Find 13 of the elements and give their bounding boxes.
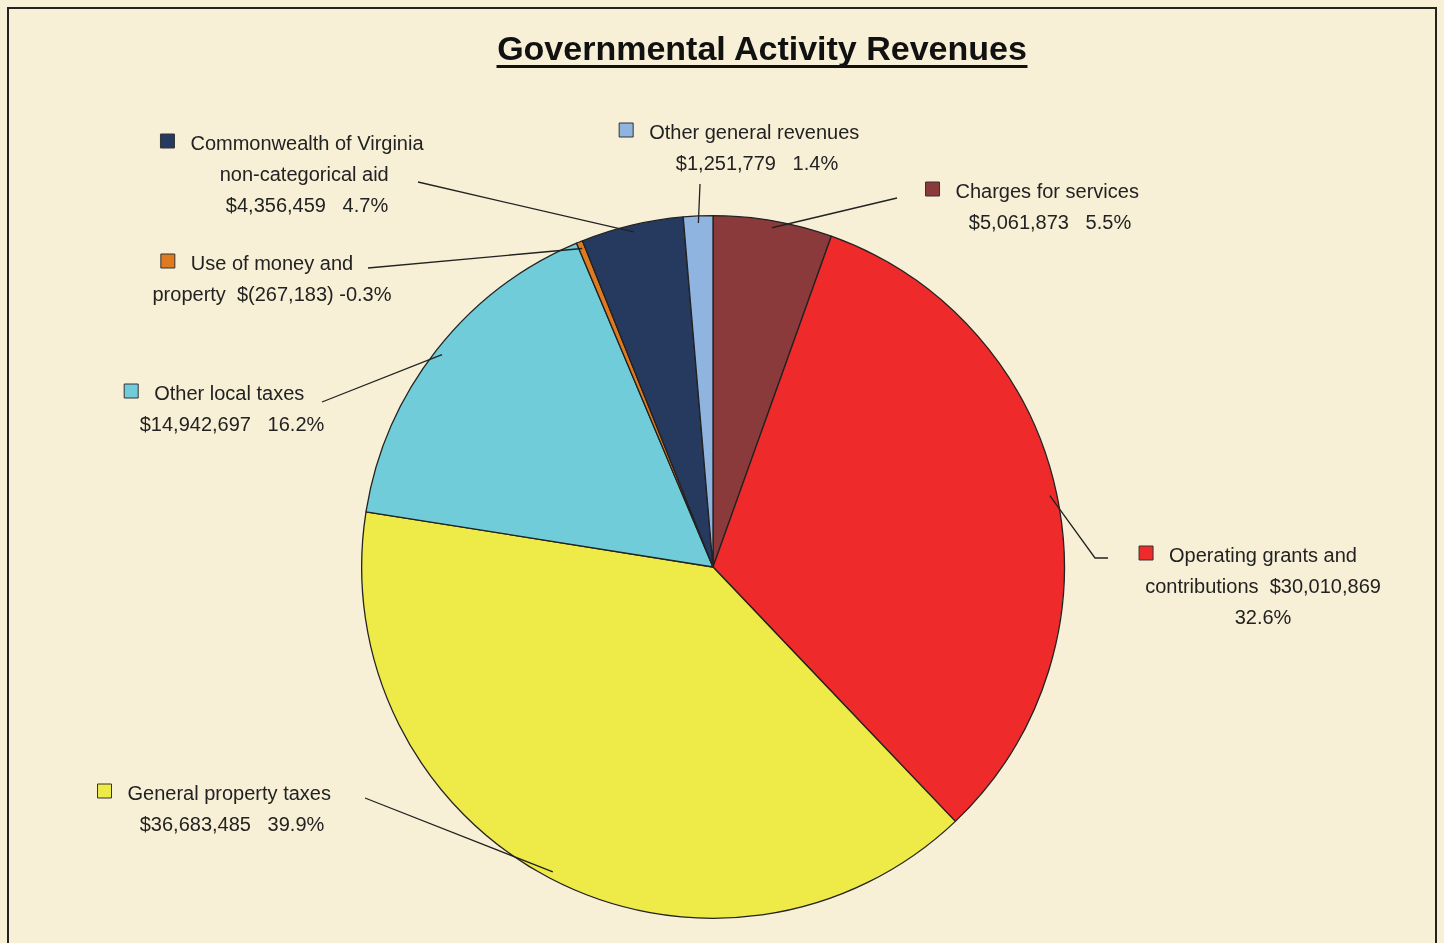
legend-label: Use of money and property $(267,183) -0.3% (152, 252, 392, 305)
data-label: $5,061,873 5.5% (968, 211, 1132, 233)
legend-label: Charges for services (955, 180, 1145, 202)
legend-label: Other general revenues (649, 121, 865, 143)
data-label: $1,251,779 1.4% (675, 152, 839, 174)
legend-label: Operating grants and contributions $30,010,869 32.6% (1145, 544, 1381, 628)
data-label: $36,683,485 39.9% (139, 813, 325, 835)
data-label: $4,356,459 4.7% (225, 194, 389, 216)
chart-title: Governmental Activity Revenues (497, 29, 1027, 67)
legend-label: Other local taxes (154, 382, 310, 404)
legend-label: General property taxes (127, 782, 337, 804)
data-label: $14,942,697 16.2% (139, 413, 325, 435)
legend-label: Commonwealth of Virginia non-categorical aid (190, 132, 425, 185)
